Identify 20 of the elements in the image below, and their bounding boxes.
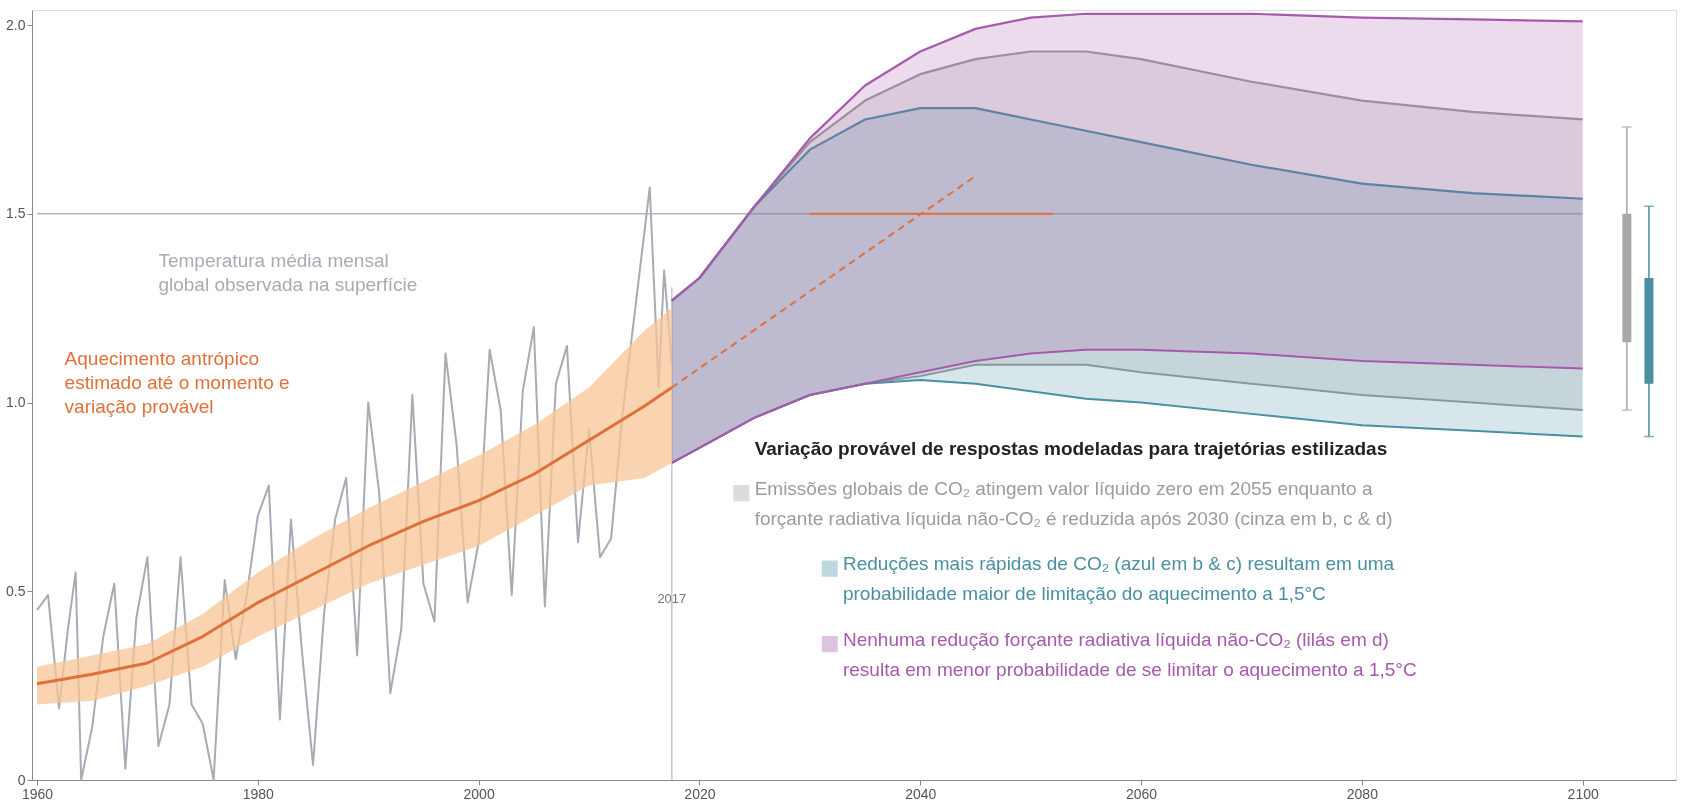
legend-label: Reduções mais rápidas de CO₂ (azul em b & c) resultam em uma probabilidade maior de limitação do aquecimento a 1,5°C <box>842 553 1395 605</box>
x-tick-label: 2040 <box>905 785 937 802</box>
y-tick-label: 0.5 <box>6 582 26 599</box>
y-tick-label: 0 <box>17 771 26 788</box>
x-tick-label: 2000 <box>463 785 495 802</box>
legend-label: Emissões globais de CO₂ atingem valor líquido zero em 2055 enquanto a forçante radiativa líquida não-CO₂ é reduzida após 2030 (cinza em b, c & d) <box>754 477 1393 529</box>
x-tick-label: 1980 <box>242 785 275 802</box>
x-tick-label: 2100 <box>1567 785 1599 802</box>
text: Aquecimento antrópico estimado até o momento e variação provável <box>64 347 290 417</box>
x-tick-label: 1960 <box>21 785 54 802</box>
x-tick-label: 2080 <box>1346 785 1379 802</box>
text: Temperatura média mensal global observada na superfície <box>158 249 418 295</box>
legend-title: Variação provável de respostas modeladas para trajetórias estilizadas <box>754 438 1388 460</box>
ref-line-label: 2017 <box>657 591 687 607</box>
legend-label: Nenhuma redução forçante radiativa líquida não-CO₂ (lilás em d) resulta em menor probabilidade de se limitar o aquecimento a 1,5°C <box>842 628 1417 680</box>
y-tick-label: 2.0 <box>6 16 26 33</box>
y-tick-label: 1.5 <box>6 205 26 222</box>
x-tick-label: 2020 <box>684 785 716 802</box>
x-tick-label: 2060 <box>1125 785 1158 802</box>
y-tick-label: 1.0 <box>6 394 26 411</box>
